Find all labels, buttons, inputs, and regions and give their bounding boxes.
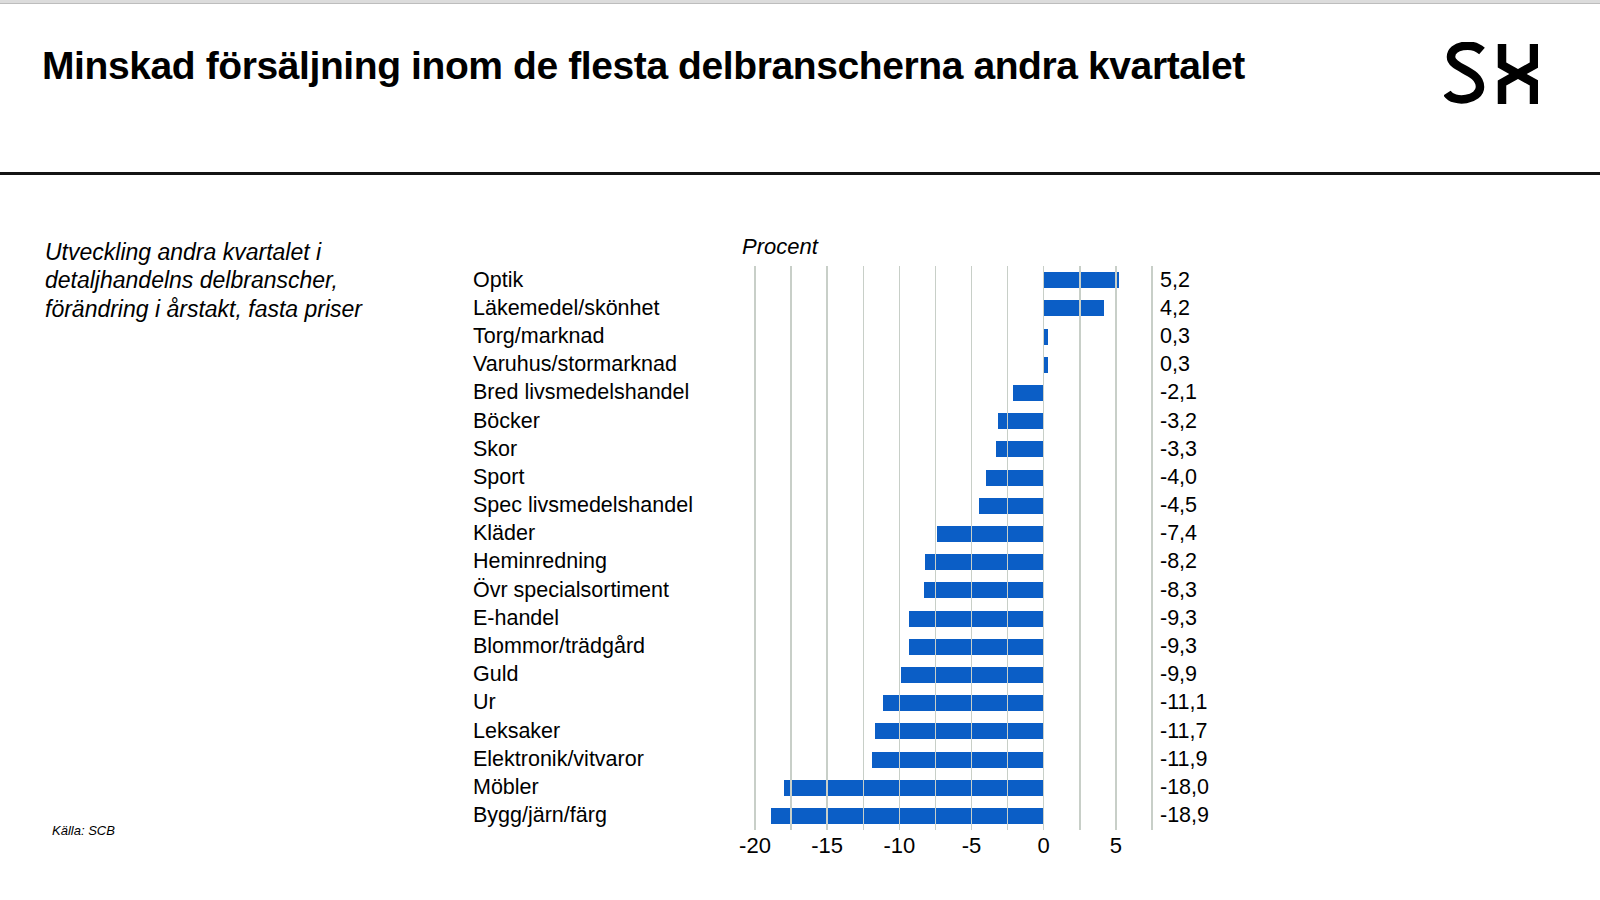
bar <box>924 582 1044 598</box>
header-divider <box>0 172 1600 175</box>
value-label: -8,2 <box>1160 548 1255 576</box>
category-label: Leksaker <box>473 717 751 745</box>
value-label: -7,4 <box>1160 520 1255 548</box>
axis-title: Procent <box>742 234 818 260</box>
bar <box>1044 300 1105 316</box>
category-label: Sport <box>473 463 751 491</box>
bar <box>925 554 1043 570</box>
value-label: -8,3 <box>1160 576 1255 604</box>
category-label: Bygg/järn/färg <box>473 802 751 830</box>
category-label: Läkemedel/skönhet <box>473 294 751 322</box>
value-label: -11,9 <box>1160 745 1255 773</box>
bar <box>979 498 1044 514</box>
value-label: -4,5 <box>1160 492 1255 520</box>
plot-area <box>755 266 1152 830</box>
value-label: -18,9 <box>1160 802 1255 830</box>
value-labels-column: 5,24,20,30,3-2,1-3,2-3,3-4,0-4,5-7,4-8,2… <box>1160 266 1255 830</box>
chart-description: Utveckling andra kvartalet i detaljhande… <box>45 238 397 323</box>
bar <box>872 752 1044 768</box>
x-tick-label: -20 <box>720 833 790 859</box>
page-title: Minskad försäljning inom de flesta delbr… <box>42 44 1245 88</box>
value-label: -9,3 <box>1160 604 1255 632</box>
category-label: Ur <box>473 689 751 717</box>
value-label: 0,3 <box>1160 351 1255 379</box>
value-label: -4,0 <box>1160 463 1255 491</box>
bar <box>883 695 1043 711</box>
value-label: 5,2 <box>1160 266 1255 294</box>
category-label: Skor <box>473 435 751 463</box>
svensk-handel-logo <box>1444 42 1538 106</box>
value-label: -3,2 <box>1160 407 1255 435</box>
category-label: Torg/marknad <box>473 322 751 350</box>
category-labels-column: OptikLäkemedel/skönhetTorg/marknadVaruhu… <box>473 266 751 830</box>
category-label: Optik <box>473 266 751 294</box>
bar <box>784 780 1044 796</box>
window-top-edge <box>0 0 1600 4</box>
value-label: -11,1 <box>1160 689 1255 717</box>
bar <box>901 667 1044 683</box>
bar <box>909 639 1043 655</box>
x-axis-ticks: -20-15-10-505 <box>0 833 1600 861</box>
category-label: Blommor/trädgård <box>473 632 751 660</box>
category-label: Kläder <box>473 520 751 548</box>
category-label: Guld <box>473 661 751 689</box>
logo-s-glyph <box>1447 46 1482 100</box>
x-tick-label: 5 <box>1081 833 1151 859</box>
bar <box>771 808 1044 824</box>
category-label: Varuhus/stormarknad <box>473 351 751 379</box>
category-label: Heminredning <box>473 548 751 576</box>
bar <box>937 526 1044 542</box>
x-tick-label: 0 <box>1009 833 1079 859</box>
value-label: -2,1 <box>1160 379 1255 407</box>
value-label: 0,3 <box>1160 322 1255 350</box>
value-label: -11,7 <box>1160 717 1255 745</box>
bar <box>998 413 1044 429</box>
value-label: -9,3 <box>1160 632 1255 660</box>
bar <box>909 611 1043 627</box>
x-tick-label: -15 <box>792 833 862 859</box>
category-label: Böcker <box>473 407 751 435</box>
bar <box>1044 329 1048 345</box>
category-label: Övr specialsortiment <box>473 576 751 604</box>
category-label: Möbler <box>473 773 751 801</box>
value-label: -18,0 <box>1160 773 1255 801</box>
value-label: 4,2 <box>1160 294 1255 322</box>
slide: Minskad försäljning inom de flesta delbr… <box>0 0 1600 900</box>
value-label: -9,9 <box>1160 661 1255 689</box>
category-label: Bred livsmedelshandel <box>473 379 751 407</box>
bar <box>1044 272 1119 288</box>
logo-h-glyph <box>1502 44 1534 104</box>
value-label: -3,3 <box>1160 435 1255 463</box>
category-label: Elektronik/vitvaror <box>473 745 751 773</box>
category-label: E-handel <box>473 604 751 632</box>
bar <box>1013 385 1043 401</box>
x-tick-label: -10 <box>864 833 934 859</box>
bar <box>986 470 1044 486</box>
bar <box>875 723 1044 739</box>
bar <box>996 441 1044 457</box>
x-tick-label: -5 <box>937 833 1007 859</box>
category-label: Spec livsmedelshandel <box>473 492 751 520</box>
bar <box>1044 357 1048 373</box>
